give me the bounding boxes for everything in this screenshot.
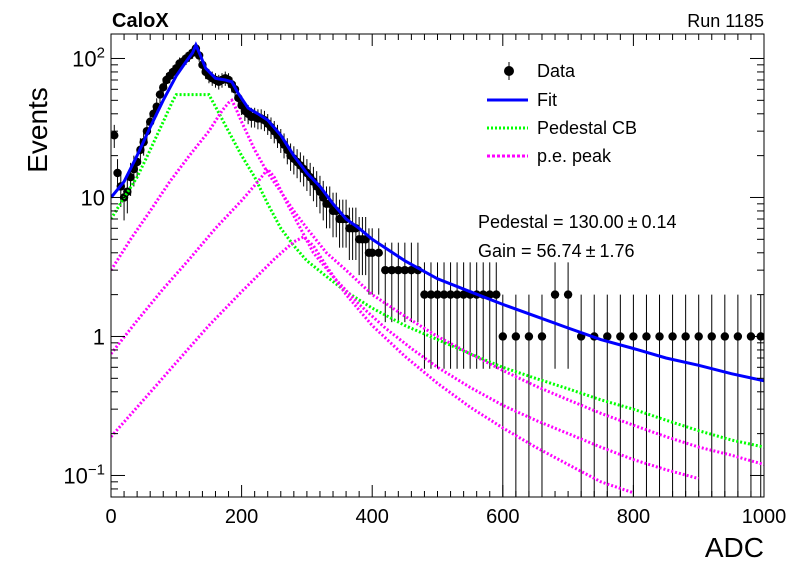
- data-point: [452, 290, 462, 299]
- data-point: [498, 332, 507, 341]
- data-point: [113, 168, 122, 178]
- run-label: Run 1185: [687, 11, 764, 31]
- x-tick-label: 1000: [742, 506, 787, 528]
- legend: Data Fit Pedestal CB p.e. peak: [487, 61, 637, 166]
- x-tick-label: 800: [617, 506, 650, 528]
- data-point: [524, 332, 534, 341]
- legend-label-data: Data: [537, 61, 576, 81]
- data-point: [655, 332, 664, 341]
- data-point: [381, 265, 390, 275]
- data-point: [642, 332, 651, 341]
- data-point: [394, 265, 403, 275]
- data-point: [420, 290, 429, 299]
- data-point: [459, 290, 468, 299]
- data-point: [668, 332, 677, 341]
- data-point: [426, 290, 436, 299]
- series-layer: [111, 41, 764, 497]
- data-point: [400, 265, 410, 275]
- x-tick-label: 0: [105, 506, 116, 528]
- experiment-label: CaloX: [112, 10, 169, 32]
- data-point: [707, 332, 716, 341]
- data-point: [446, 290, 455, 299]
- legend-entry-pedestal: Pedestal CB: [487, 118, 637, 138]
- x-tick-label: 400: [356, 506, 389, 528]
- x-tick-label: 600: [486, 506, 519, 528]
- axes-layer: 0 200 400 600 800 1000 10−1 1 10 102: [63, 34, 786, 528]
- data-point: [111, 131, 119, 140]
- data-point: [368, 248, 377, 257]
- pe-peak-curve-5: [111, 235, 634, 495]
- data-point: [485, 290, 494, 299]
- data-point: [563, 290, 573, 299]
- data-point: [374, 248, 383, 257]
- gain-annotation: Gain = 56.74 ±1.76: [478, 241, 635, 261]
- data-point: [433, 290, 442, 299]
- data-point: [492, 290, 501, 299]
- data-point: [681, 332, 690, 341]
- y-axis-label: Events: [22, 87, 53, 173]
- legend-label-fit: Fit: [537, 90, 557, 110]
- data-point: [439, 290, 449, 299]
- x-tick-label: 200: [225, 506, 258, 528]
- data-point: [407, 265, 416, 275]
- data-point: [387, 265, 396, 275]
- legend-entry-fit: Fit: [487, 90, 557, 110]
- pe-peak-curve-3: [111, 98, 764, 466]
- fit-annotations: Pedestal = 130.00 ±0.14 Gain = 56.74 ±1.76: [478, 212, 677, 261]
- legend-data-marker: [504, 66, 514, 76]
- plot-area: [111, 41, 764, 497]
- fit-curve: [111, 41, 764, 383]
- y-tick-label: 1: [93, 324, 105, 349]
- legend-entry-data: Data: [504, 61, 576, 81]
- data-point: [694, 332, 703, 341]
- data-point: [537, 332, 547, 341]
- pedestal-annotation: Pedestal = 130.00 ±0.14: [478, 212, 677, 232]
- data-series: [111, 43, 764, 497]
- data-point: [733, 332, 743, 341]
- data-point: [616, 332, 625, 341]
- y-tick-label: 10: [81, 185, 105, 210]
- legend-label-pedestal: Pedestal CB: [537, 118, 637, 138]
- data-point: [603, 332, 612, 341]
- data-point: [550, 290, 560, 299]
- data-point: [159, 83, 168, 92]
- data-point: [511, 332, 521, 341]
- legend-label-pe-peak: p.e. peak: [537, 146, 612, 166]
- y-tick-label: 10−1: [63, 461, 105, 488]
- legend-entry-pe-peak: p.e. peak: [487, 146, 612, 166]
- y-tick-label: 102: [72, 44, 105, 71]
- data-point: [155, 90, 165, 99]
- data-point: [629, 332, 638, 341]
- x-axis-label: ADC: [705, 532, 764, 563]
- data-point: [720, 332, 730, 341]
